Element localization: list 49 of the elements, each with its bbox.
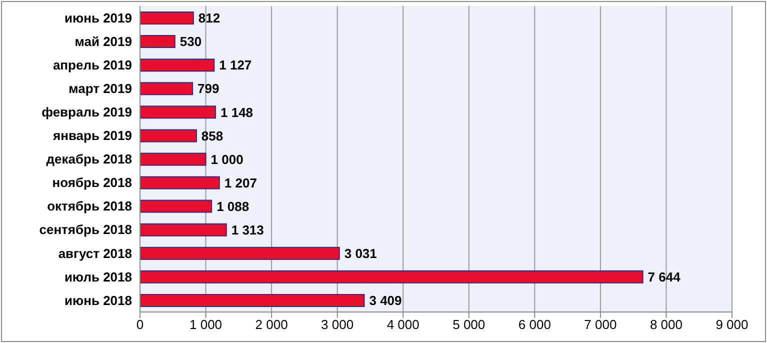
x-tick-label: 9 000 [716,317,748,332]
bar [140,35,176,48]
y-tick-label: февраль 2019 [42,104,132,120]
data-label: 530 [180,34,202,50]
data-label: 1 127 [219,58,252,73]
data-label: 858 [201,128,224,144]
data-label: 1 313 [231,222,264,238]
x-tick-label: 4 000 [386,317,420,332]
bar [140,106,216,119]
bar [140,270,644,284]
y-tick-label: октябрь 2018 [47,198,132,214]
x-tick-label: 7 000 [584,317,617,332]
data-label: 812 [198,10,220,26]
y-tick-label: январь 2019 [53,128,132,144]
bar [140,246,340,260]
bar [140,129,197,142]
y-tick-label: июнь 2018 [64,292,132,308]
bar [140,58,215,72]
y-tick-label: июнь 2019 [64,10,132,26]
x-tick-label: 2 000 [255,317,288,332]
bar [140,294,365,307]
bar [140,82,194,96]
y-tick-label: июль 2018 [64,269,132,284]
y-tick-label: декабрь 2018 [46,152,132,167]
data-label: 1 148 [220,104,254,120]
x-tick-label: 1 000 [190,317,222,332]
x-tick-label: 0 [136,317,144,332]
data-label: 1 207 [224,175,257,190]
y-tick-label: август 2018 [58,246,132,261]
bar [140,12,194,24]
x-tick-label: 3 000 [321,317,354,332]
data-label: 799 [198,81,220,96]
x-tick-label: 8 000 [650,317,682,332]
y-tick-label: март 2019 [68,81,132,96]
data-label: 1 000 [210,152,244,167]
data-label: 7 644 [648,270,682,285]
bar [140,200,212,213]
x-tick-label: 5 000 [452,317,486,332]
y-tick-label: апрель 2019 [52,57,132,72]
y-tick-label: сентябрь 2018 [39,222,132,238]
x-tick-label: 6 000 [518,317,551,332]
bar [140,223,227,236]
bar [140,152,206,166]
y-tick-label: ноябрь 2018 [52,175,132,190]
bar [140,176,220,190]
data-label: 3 409 [369,293,402,308]
data-label: 3 031 [344,246,377,261]
data-label: 1 088 [216,198,250,214]
y-tick-label: май 2019 [74,34,132,49]
